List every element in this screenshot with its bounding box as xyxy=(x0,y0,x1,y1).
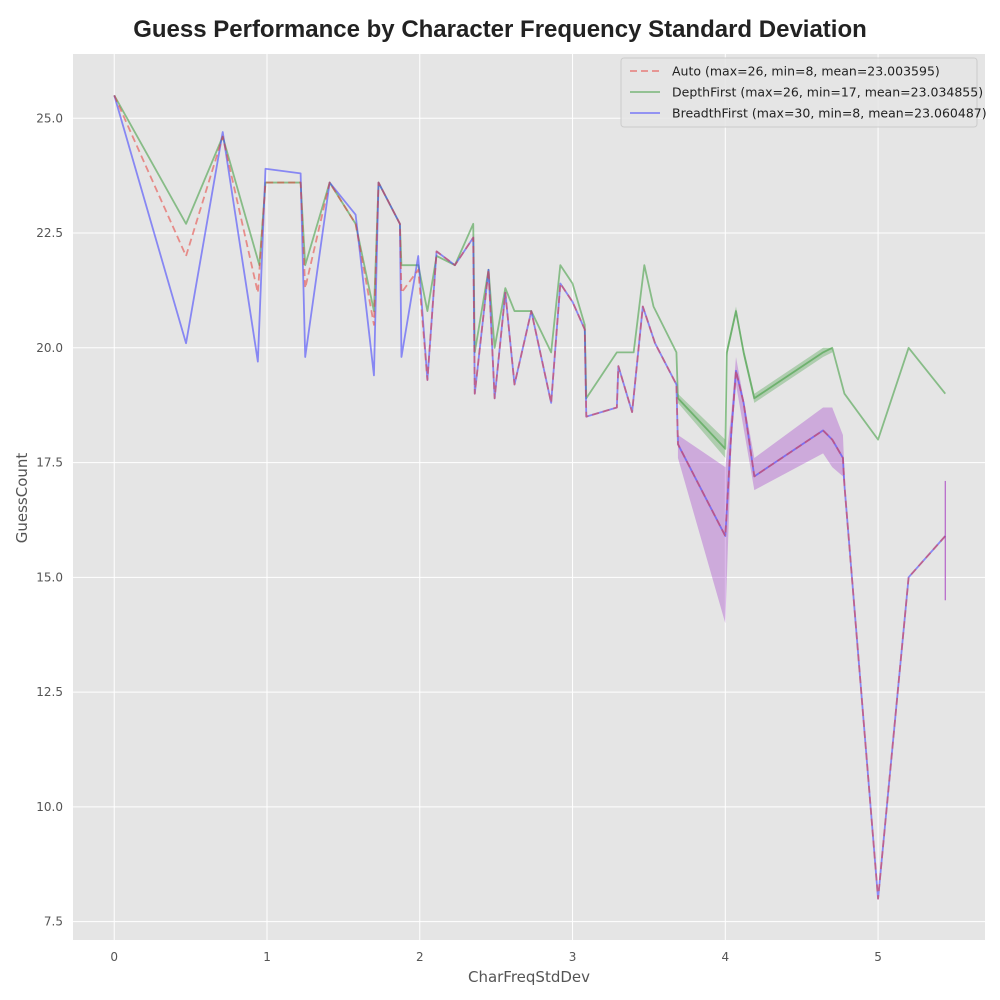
x-axis-label: CharFreqStdDev xyxy=(468,968,590,986)
series-line-auto xyxy=(113,94,946,900)
chart-title: Guess Performance by Character Frequency… xyxy=(133,16,867,43)
legend-entry: Auto (max=26, min=8, mean=23.003595) xyxy=(672,64,940,79)
legend: Auto (max=26, min=8, mean=23.003595) Dept… xyxy=(620,57,987,128)
y-tick-label: 25.0 xyxy=(36,111,63,125)
x-tick-label: 1 xyxy=(263,950,271,964)
legend-box xyxy=(620,57,978,128)
x-tick-label: 4 xyxy=(721,950,729,964)
y-tick-label: 12.5 xyxy=(36,685,63,699)
legend-entry: BreadthFirst (max=30, min=8, mean=23.060… xyxy=(672,106,987,121)
x-tick-label: 0 xyxy=(110,950,118,964)
x-tick-label: 5 xyxy=(874,950,882,964)
y-tick-label: 15.0 xyxy=(36,570,63,584)
y-tick-label: 20.0 xyxy=(36,341,63,355)
grid-lines xyxy=(73,54,985,940)
tick-labels: 0 1 2 3 4 5 7.5 10.0 12.5 15.0 17.5 20.0 22.5 25.0 xyxy=(36,111,882,964)
x-tick-label: 2 xyxy=(416,950,424,964)
plot-area xyxy=(73,54,985,940)
y-tick-label: 10.0 xyxy=(36,800,63,814)
confidence-bands xyxy=(677,306,946,624)
x-tick-label: 3 xyxy=(569,950,577,964)
y-tick-label: 17.5 xyxy=(36,456,63,470)
y-tick-label: 7.5 xyxy=(44,915,63,929)
series-lines xyxy=(113,94,946,900)
legend-entry: DepthFirst (max=26, min=17, mean=23.0348… xyxy=(672,85,983,100)
confidence-band xyxy=(677,356,845,624)
y-axis-label: GuessCount xyxy=(13,453,31,544)
y-tick-label: 22.5 xyxy=(36,226,63,240)
